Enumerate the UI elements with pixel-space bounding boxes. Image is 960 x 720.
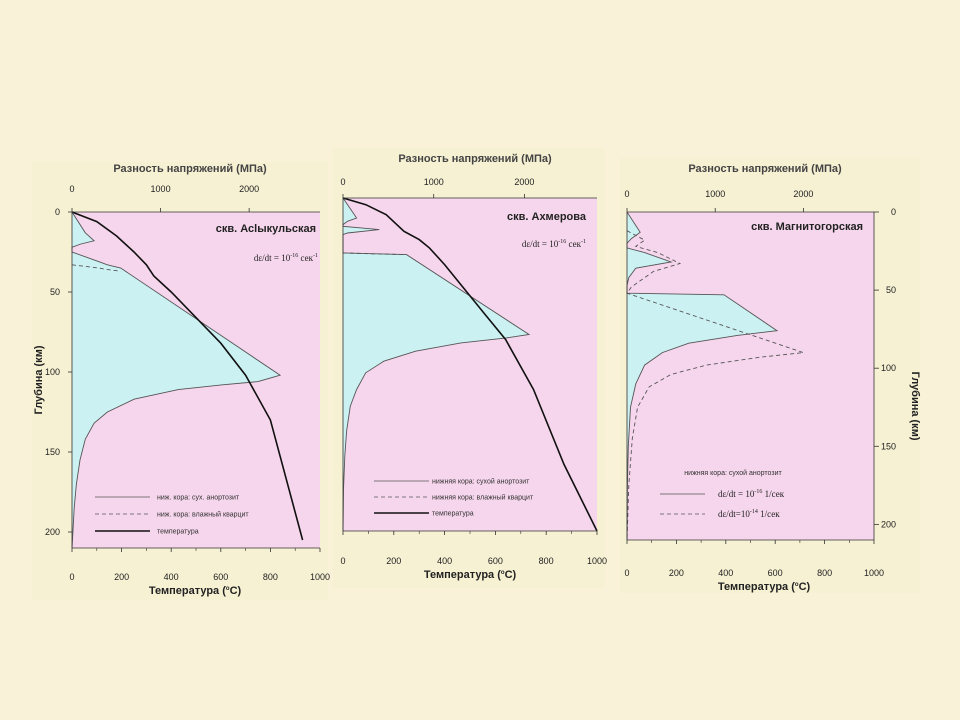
stress-axis-title: Разность напряжений (МПа) <box>113 163 267 175</box>
top-tick-label-2: 2000 <box>514 177 534 187</box>
legend-label-0-part-2: 1/сек <box>762 489 784 499</box>
series-line-3 <box>71 211 304 541</box>
legend-label-2: температура <box>157 529 199 536</box>
strain-rate-label-part-1: -16 <box>290 253 298 259</box>
top-tick-label-2: 2000 <box>793 189 813 199</box>
depth-tick-label-3: 150 <box>45 447 60 457</box>
bottom-tick-label-3: 600 <box>213 572 228 582</box>
series-line-2 <box>626 230 804 541</box>
bottom-tick-label-0: 0 <box>624 568 629 578</box>
bottom-tick-label-3: 600 <box>488 556 503 566</box>
temperature-axis-title-part-1: o <box>795 582 799 588</box>
bottom-tick-label-5: 1000 <box>864 568 884 578</box>
series-line-1 <box>71 211 282 549</box>
series-line-3 <box>342 197 598 532</box>
legend-label-0: нижняя кора: сухой анортозит <box>432 478 530 486</box>
well-name: скв. Магнитогорская <box>751 221 863 233</box>
bottom-tick-label-1: 200 <box>669 568 684 578</box>
legend-label-2: температура <box>432 511 474 518</box>
temperature-axis-title: Температура (oC) <box>424 569 517 581</box>
depth-tick-label-0: 0 <box>55 207 60 217</box>
series-line-2 <box>342 252 407 256</box>
well-name: скв. Асlыкульская <box>216 223 316 235</box>
temperature-axis-title-part-0: Температура ( <box>149 585 226 597</box>
strain-rate-label: dε/dt = 10-16 сек-1 <box>522 239 586 249</box>
bottom-tick-label-2: 400 <box>718 568 733 578</box>
temperature-axis-title-part-0: Температура ( <box>424 569 501 581</box>
top-tick-label-0: 0 <box>340 177 345 187</box>
depth-tick-label-2: 100 <box>45 367 60 377</box>
bottom-tick-label-4: 800 <box>817 568 832 578</box>
temperature-axis-title-part-0: Температура ( <box>718 581 795 593</box>
strain-rate-label-part-1: -16 <box>558 239 566 245</box>
bottom-tick-label-0: 0 <box>69 572 74 582</box>
legend-label-0: ниж. кора: сух. анортозит <box>157 495 240 502</box>
depth-tick-label-2: 100 <box>881 363 896 373</box>
depth-tick-label-1: 50 <box>886 285 896 295</box>
legend-label-1-part-1: -14 <box>750 509 758 515</box>
temperature-axis-title-part-1: o <box>501 570 505 576</box>
bottom-tick-label-5: 1000 <box>310 572 330 582</box>
legend-label-1-part-0: dε/dt=10 <box>718 509 750 519</box>
strain-rate-label-part-0: dε/dt = 10 <box>522 239 559 249</box>
stress-axis-title: Разность напряжений (МПа) <box>688 163 842 175</box>
top-tick-label-1: 1000 <box>424 177 444 187</box>
legend-label-0: dε/dt = 10-16 1/сек <box>718 489 785 499</box>
bottom-tick-label-5: 1000 <box>587 556 607 566</box>
top-tick-label-0: 0 <box>624 189 629 199</box>
temperature-axis-title: Температура (oC) <box>149 585 242 597</box>
well-name: скв. Ахмерова <box>507 211 587 223</box>
depth-axis-title: Глубина (км) <box>909 372 921 441</box>
legend-label-1: нижняя кора: влажный кварцит <box>432 494 534 502</box>
stress-axis-title: Разность напряжений (МПа) <box>398 153 552 165</box>
depth-tick-label-1: 50 <box>50 287 60 297</box>
depth-tick-label-3: 150 <box>881 441 896 451</box>
depth-tick-label-0: 0 <box>891 207 896 217</box>
chart-2: 0 1000 2000 Разность напряжений (МПа) 0 200 40… <box>340 153 607 581</box>
top-tick-label-2: 2000 <box>239 184 259 194</box>
top-tick-label-1: 1000 <box>151 184 171 194</box>
plot-area <box>343 198 597 531</box>
temperature-axis-title-part-1: o <box>226 586 230 592</box>
bottom-tick-label-0: 0 <box>340 556 345 566</box>
bottom-tick-label-2: 400 <box>164 572 179 582</box>
depth-tick-label-4: 200 <box>45 527 60 537</box>
strain-rate-label-part-2: сек <box>298 253 313 263</box>
strain-rate-label-part-0: dε/dt = 10 <box>254 253 291 263</box>
strain-rate-label: dε/dt = 10-16 сек-1 <box>254 253 318 263</box>
bottom-tick-label-4: 800 <box>539 556 554 566</box>
temperature-axis-title-part-2: C) <box>799 581 811 593</box>
strain-rate-label-part-3: -1 <box>313 253 318 259</box>
bottom-tick-label-2: 400 <box>437 556 452 566</box>
legend-label-0-part-0: dε/dt = 10 <box>718 489 755 499</box>
top-tick-label-1: 1000 <box>705 189 725 199</box>
bottom-tick-label-1: 200 <box>114 572 129 582</box>
bottom-tick-label-1: 200 <box>386 556 401 566</box>
temperature-axis-title: Температура (oC) <box>718 581 811 593</box>
strain-rate-label-part-3: -1 <box>581 239 586 245</box>
bottom-tick-label-3: 600 <box>768 568 783 578</box>
legend-label-1: ниж. кора: влажный кварцит <box>157 511 249 519</box>
series-fill-1 <box>343 198 529 531</box>
legend-label-0-part-1: -16 <box>754 489 762 495</box>
top-tick-label-0: 0 <box>69 184 74 194</box>
temperature-axis-title-part-2: C) <box>505 569 517 581</box>
series-line-2 <box>71 264 121 272</box>
series-fill-1 <box>72 212 281 548</box>
strain-rate-label-part-2: сек <box>566 239 581 249</box>
temperature-axis-title-part-2: C) <box>230 585 242 597</box>
legend-label-1: dε/dt=10-14 1/сек <box>718 509 780 519</box>
depth-axis-title: Глубина (км) <box>33 345 45 414</box>
legend-title: нижняя кора: сухой анортозит <box>684 469 782 477</box>
depth-tick-label-4: 200 <box>881 519 896 529</box>
legend-label-1-part-2: 1/сек <box>758 509 780 519</box>
bottom-tick-label-4: 800 <box>263 572 278 582</box>
